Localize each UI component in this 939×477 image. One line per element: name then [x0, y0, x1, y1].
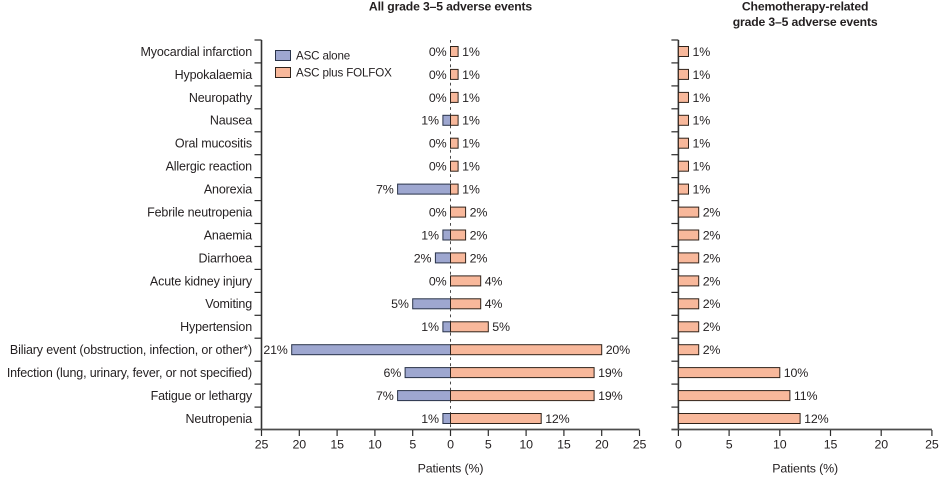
svg-text:Myocardial infarction: Myocardial infarction	[141, 45, 253, 59]
svg-text:1%: 1%	[462, 91, 480, 105]
svg-text:25: 25	[925, 438, 939, 452]
svg-text:ASC alone: ASC alone	[296, 49, 350, 62]
svg-text:Fatigue or lethargy: Fatigue or lethargy	[151, 389, 253, 403]
svg-text:1%: 1%	[462, 45, 480, 59]
svg-text:1%: 1%	[693, 45, 711, 59]
svg-text:12%: 12%	[545, 412, 569, 426]
svg-text:Acute kidney injury: Acute kidney injury	[150, 274, 253, 288]
svg-text:Neutropenia: Neutropenia	[186, 412, 253, 426]
svg-text:Hypertension: Hypertension	[180, 320, 252, 334]
svg-text:1%: 1%	[693, 183, 711, 197]
svg-text:0: 0	[447, 438, 454, 452]
svg-text:20: 20	[874, 438, 888, 452]
svg-text:1%: 1%	[462, 137, 480, 151]
svg-text:1%: 1%	[462, 114, 480, 128]
svg-text:2%: 2%	[470, 251, 488, 265]
svg-text:1%: 1%	[693, 91, 711, 105]
svg-text:6%: 6%	[383, 366, 401, 380]
svg-text:Neuropathy: Neuropathy	[189, 91, 253, 105]
svg-text:12%: 12%	[804, 412, 828, 426]
svg-text:5%: 5%	[492, 320, 510, 334]
svg-text:Anorexia: Anorexia	[204, 183, 252, 197]
svg-text:0: 0	[675, 438, 682, 452]
svg-text:1%: 1%	[462, 183, 480, 197]
svg-text:2%: 2%	[703, 297, 721, 311]
svg-text:Patients (%): Patients (%)	[772, 462, 838, 476]
svg-text:10: 10	[519, 438, 533, 452]
svg-text:1%: 1%	[462, 160, 480, 174]
svg-text:2%: 2%	[703, 206, 721, 220]
svg-text:2%: 2%	[414, 251, 432, 265]
svg-text:ASC plus FOLFOX: ASC plus FOLFOX	[296, 66, 392, 79]
svg-text:1%: 1%	[693, 114, 711, 128]
svg-text:Febrile neutropenia: Febrile neutropenia	[147, 206, 252, 220]
svg-text:0%: 0%	[429, 45, 447, 59]
svg-text:Oral mucositis: Oral mucositis	[175, 137, 252, 151]
svg-text:15: 15	[557, 438, 571, 452]
svg-text:Nausea: Nausea	[210, 114, 252, 128]
svg-text:Infection (lung, urinary, feve: Infection (lung, urinary, fever, or not …	[7, 366, 252, 380]
svg-text:11%: 11%	[794, 389, 818, 403]
svg-text:Biliary event (obstruction, in: Biliary event (obstruction, infection, o…	[10, 343, 252, 357]
svg-text:1%: 1%	[421, 228, 439, 242]
svg-text:2%: 2%	[470, 228, 488, 242]
svg-text:2%: 2%	[703, 274, 721, 288]
svg-text:0%: 0%	[429, 137, 447, 151]
svg-text:4%: 4%	[485, 297, 503, 311]
svg-text:4%: 4%	[485, 274, 503, 288]
svg-text:19%: 19%	[598, 366, 622, 380]
svg-text:20: 20	[595, 438, 609, 452]
svg-text:2%: 2%	[703, 228, 721, 242]
svg-text:1%: 1%	[421, 114, 439, 128]
svg-text:25: 25	[255, 438, 269, 452]
svg-text:19%: 19%	[598, 389, 622, 403]
svg-text:15: 15	[824, 438, 838, 452]
svg-text:1%: 1%	[693, 68, 711, 82]
svg-text:Patients (%): Patients (%)	[418, 462, 484, 476]
svg-text:Diarrhoea: Diarrhoea	[198, 251, 252, 265]
svg-text:All grade 3–5 adverse events: All grade 3–5 adverse events	[369, 0, 533, 14]
svg-text:Allergic reaction: Allergic reaction	[166, 160, 253, 174]
svg-text:10%: 10%	[784, 366, 808, 380]
svg-text:0%: 0%	[429, 160, 447, 174]
svg-text:5: 5	[409, 438, 416, 452]
svg-text:0%: 0%	[429, 274, 447, 288]
svg-text:Vomiting: Vomiting	[205, 297, 252, 311]
svg-text:5: 5	[485, 438, 492, 452]
svg-text:7%: 7%	[376, 389, 394, 403]
svg-text:15: 15	[330, 438, 344, 452]
svg-text:5: 5	[726, 438, 733, 452]
svg-text:grade 3–5 adverse events: grade 3–5 adverse events	[733, 15, 878, 29]
svg-text:0%: 0%	[429, 91, 447, 105]
svg-text:0%: 0%	[429, 68, 447, 82]
svg-text:21%: 21%	[263, 343, 287, 357]
svg-text:Hypokalaemia: Hypokalaemia	[175, 68, 253, 82]
svg-text:Anaemia: Anaemia	[204, 228, 252, 242]
svg-text:25: 25	[633, 438, 647, 452]
svg-text:10: 10	[368, 438, 382, 452]
svg-text:Chemotherapy-related: Chemotherapy-related	[742, 0, 868, 14]
svg-text:0%: 0%	[429, 206, 447, 220]
svg-text:7%: 7%	[376, 183, 394, 197]
svg-text:1%: 1%	[693, 137, 711, 151]
svg-text:1%: 1%	[421, 320, 439, 334]
svg-text:20%: 20%	[606, 343, 630, 357]
svg-text:2%: 2%	[470, 206, 488, 220]
svg-text:10: 10	[773, 438, 787, 452]
svg-text:5%: 5%	[391, 297, 409, 311]
svg-text:20: 20	[293, 438, 307, 452]
svg-text:2%: 2%	[703, 343, 721, 357]
svg-text:1%: 1%	[421, 412, 439, 426]
svg-text:1%: 1%	[693, 160, 711, 174]
svg-text:2%: 2%	[703, 320, 721, 334]
svg-text:1%: 1%	[462, 68, 480, 82]
svg-text:2%: 2%	[703, 251, 721, 265]
